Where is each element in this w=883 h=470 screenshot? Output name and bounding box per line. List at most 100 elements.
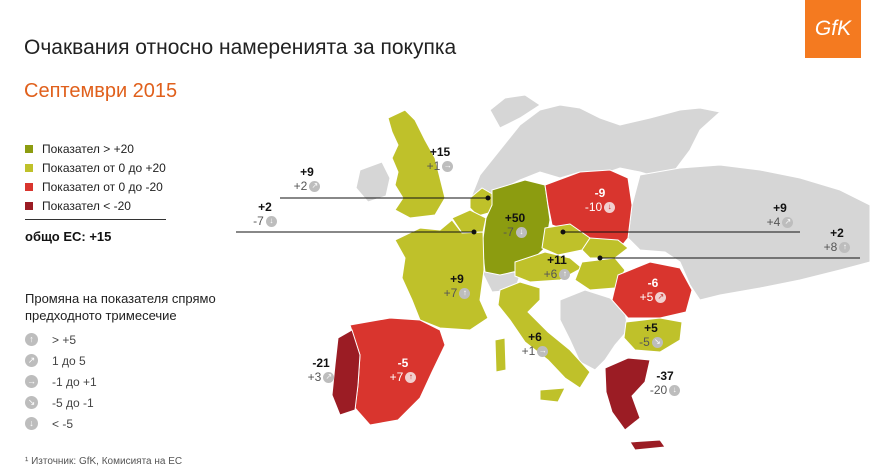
change-value: +8	[823, 240, 838, 254]
legend-swatch	[25, 144, 33, 153]
country-change: -7 ↓	[490, 225, 540, 239]
change-value: -20	[649, 383, 668, 397]
change-legend: ↑ > +5 ↗ 1 до 5 → -1 до +1 ↘ -5 до -1 ↓ …	[25, 329, 97, 434]
change-legend-item: ↓ < -5	[25, 413, 97, 434]
label-italy: +6 +1 →	[510, 330, 560, 358]
arrow-up-right-icon: ↗	[782, 216, 794, 228]
arrow-down-icon: ↓	[25, 417, 38, 430]
greece-region	[604, 357, 651, 431]
arrow-right-icon: →	[537, 345, 549, 357]
change-title-line: предходното тримесечие	[25, 308, 177, 323]
country-value: -5	[397, 356, 409, 370]
country-value: +2	[830, 226, 844, 240]
country-value: +5	[644, 321, 658, 335]
country-value: +9	[773, 201, 787, 215]
france-region	[394, 219, 489, 331]
arrow-down-icon: ↓	[669, 384, 681, 396]
change-value: -7	[253, 214, 264, 228]
country-change: +3 ↗	[296, 370, 346, 384]
change-title-line: Промяна на показателя спрямо	[25, 291, 216, 306]
country-value: -21	[312, 356, 330, 370]
change-legend-label: 1 до 5	[52, 353, 86, 368]
leader-dot	[597, 255, 603, 261]
sicily-region	[539, 387, 566, 403]
label-greece: -37 -20 ↓	[640, 369, 690, 397]
legend-divider	[25, 219, 166, 220]
country-change: -5 ↘	[626, 335, 676, 349]
change-value: -10	[584, 200, 603, 214]
country-value: +11	[547, 253, 567, 267]
legend-swatch	[25, 201, 33, 210]
arrow-up-right-icon: ↗	[323, 371, 335, 383]
label-czech: +9 +4 ↗	[755, 201, 805, 229]
label-slovakia: +2 +8 ↑	[812, 226, 862, 254]
country-change: +8 ↑	[812, 240, 862, 254]
legend-swatch	[25, 182, 33, 191]
change-value: +6	[543, 267, 558, 281]
label-uk: +15 +1 →	[420, 145, 460, 173]
label-bulgaria: +5 -5 ↘	[626, 321, 676, 349]
country-value: +9	[300, 165, 314, 179]
country-value: +2	[258, 200, 272, 214]
source-note: ¹ Източник: GfK, Комисията на ЕС	[25, 456, 183, 467]
country-value: -9	[594, 186, 606, 200]
change-value: +4	[766, 215, 781, 229]
change-legend-item: ↑ > +5	[25, 329, 97, 350]
arrow-up-right-icon: ↗	[25, 354, 38, 367]
country-change: +2 ↗	[282, 179, 332, 193]
label-portugal: -21 +3 ↗	[296, 356, 346, 384]
arrow-right-icon: →	[25, 375, 38, 388]
arrow-down-icon: ↓	[265, 215, 277, 227]
leader-dot	[485, 195, 491, 201]
change-legend-title: Промяна на показателя спрямо предходното…	[25, 290, 216, 324]
label-netherlands: +9 +2 ↗	[282, 165, 332, 193]
uk-region	[387, 109, 446, 219]
country-value: -37	[656, 369, 674, 383]
leader-dot	[471, 229, 477, 235]
change-value: +1	[426, 159, 441, 173]
bulgaria-region	[623, 317, 683, 353]
change-value: +7	[443, 286, 458, 300]
arrow-up-right-icon: ↗	[655, 291, 667, 303]
legend-item: Показател от 0 до +20	[25, 158, 166, 177]
crete-region	[629, 439, 666, 451]
legend-label: Показател < -20	[42, 198, 131, 213]
change-value: +1	[521, 344, 536, 358]
legend-item: Показател < -20	[25, 196, 166, 215]
label-france: +9 +7 ↑	[432, 272, 482, 300]
change-legend-label: -5 до -1	[52, 395, 94, 410]
country-change: +5 ↗	[628, 290, 678, 304]
chart-title: Очаквания относно намеренията за покупка	[24, 36, 457, 59]
change-legend-item: ↘ -5 до -1	[25, 392, 97, 413]
change-value: +2	[293, 179, 308, 193]
arrow-up-icon: ↑	[459, 287, 471, 299]
arrow-down-icon: ↓	[604, 201, 616, 213]
arrow-down-right-icon: ↘	[25, 396, 38, 409]
change-value: -5	[639, 335, 650, 349]
change-value: +7	[389, 370, 404, 384]
change-value: +5	[639, 290, 654, 304]
eu-total: общо ЕС: +15	[25, 229, 112, 244]
arrow-up-icon: ↑	[559, 268, 571, 280]
change-legend-label: -1 до +1	[52, 374, 97, 389]
country-change: +4 ↗	[755, 215, 805, 229]
arrow-up-icon: ↑	[405, 371, 417, 383]
chart-subtitle: Септември 2015	[24, 80, 178, 102]
change-legend-label: > +5	[52, 332, 77, 347]
legend-swatch	[25, 163, 33, 172]
legend-label: Показател от 0 до +20	[42, 160, 166, 175]
romania-region	[611, 261, 693, 319]
arrow-right-icon: →	[442, 160, 454, 172]
ireland-region	[355, 161, 391, 203]
arrow-down-icon: ↓	[515, 226, 527, 238]
country-change: +6 ↑	[532, 267, 582, 281]
leader-dot	[560, 229, 566, 235]
legend-label: Показател > +20	[42, 141, 134, 156]
arrow-down-right-icon: ↘	[651, 336, 663, 348]
country-change: -7 ↓	[240, 214, 290, 228]
label-romania: -6 +5 ↗	[628, 276, 678, 304]
label-belgium: +2 -7 ↓	[240, 200, 290, 228]
change-legend-label: < -5	[52, 416, 74, 431]
country-value: -6	[647, 276, 659, 290]
portugal-region	[331, 329, 361, 416]
